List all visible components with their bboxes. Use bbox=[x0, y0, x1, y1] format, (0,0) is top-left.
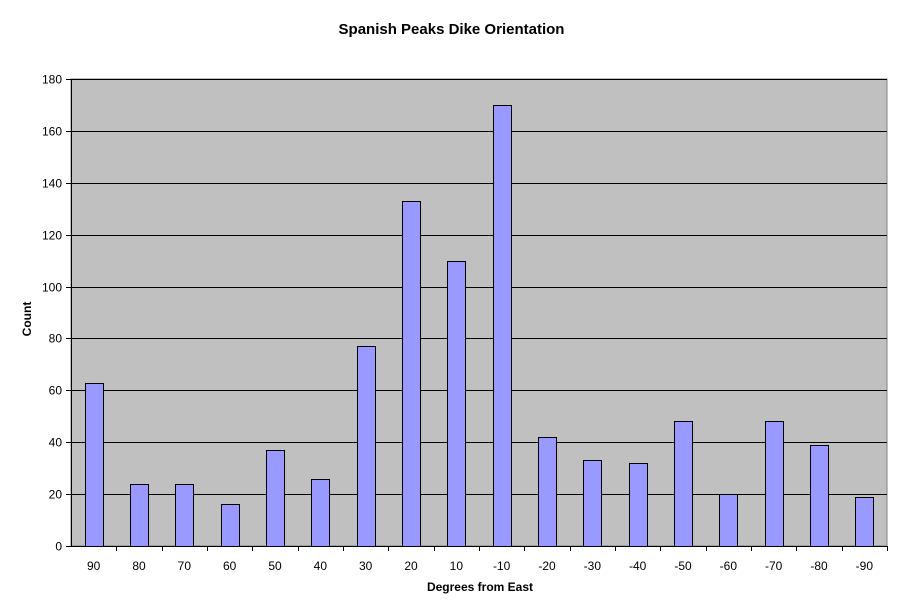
bar bbox=[719, 494, 738, 547]
y-tick-label: 140 bbox=[42, 177, 62, 191]
x-tick-label: -10 bbox=[493, 559, 511, 573]
y-tick-label: 0 bbox=[55, 540, 62, 554]
bar bbox=[538, 437, 557, 547]
bar bbox=[130, 484, 149, 547]
y-tick-label: 80 bbox=[49, 332, 63, 346]
bar bbox=[402, 201, 421, 547]
x-tick-label: -30 bbox=[584, 559, 602, 573]
x-tick-label: -90 bbox=[856, 559, 874, 573]
y-tick-labels: 0 20 40 60 80 100 120 140 160 180 bbox=[42, 73, 62, 554]
x-tick-label: 20 bbox=[404, 559, 418, 573]
x-axis-label: Degrees from East bbox=[426, 580, 534, 594]
bar bbox=[583, 460, 602, 547]
x-tick-label: -40 bbox=[629, 559, 647, 573]
x-tick-label: -80 bbox=[810, 559, 828, 573]
x-tick-labels: 90 80 70 60 50 40 30 20 10 -10 -20 -30 -40 -50 -60 -70 -… bbox=[87, 559, 873, 573]
x-tick-label: 80 bbox=[132, 559, 146, 573]
bar bbox=[221, 504, 240, 547]
x-tick-label: -50 bbox=[674, 559, 692, 573]
x-tick-label: -20 bbox=[538, 559, 556, 573]
x-tick-label: -60 bbox=[720, 559, 738, 573]
bar bbox=[674, 421, 693, 547]
bar bbox=[855, 497, 874, 547]
x-tick-label: 90 bbox=[87, 559, 101, 573]
y-tick-label: 180 bbox=[42, 73, 62, 87]
bar bbox=[266, 450, 285, 547]
y-tick-label: 20 bbox=[49, 488, 63, 502]
x-tick-label: 50 bbox=[268, 559, 282, 573]
y-tick-label: 120 bbox=[42, 229, 62, 243]
bar bbox=[493, 105, 512, 547]
bar bbox=[175, 484, 194, 547]
bar bbox=[311, 479, 330, 547]
bar bbox=[357, 346, 376, 547]
bar bbox=[85, 383, 104, 547]
x-tick-label: 70 bbox=[178, 559, 192, 573]
bars bbox=[85, 105, 874, 547]
plot-area bbox=[70, 78, 888, 547]
axes bbox=[66, 79, 888, 551]
y-axis-label: Count bbox=[20, 301, 34, 337]
bar bbox=[810, 445, 829, 547]
x-tick-label: 10 bbox=[450, 559, 464, 573]
y-tick-label: 60 bbox=[49, 384, 63, 398]
x-tick-label: 40 bbox=[314, 559, 328, 573]
y-tick-label: 100 bbox=[42, 281, 62, 295]
bar bbox=[629, 463, 648, 547]
gridlines bbox=[71, 79, 887, 495]
bar bbox=[447, 261, 466, 547]
chart-title: Spanish Peaks Dike Orientation bbox=[338, 21, 565, 38]
x-tick-label: -70 bbox=[765, 559, 783, 573]
bar bbox=[765, 421, 784, 547]
x-tick-label: 60 bbox=[223, 559, 237, 573]
plot-background bbox=[70, 78, 888, 547]
y-tick-label: 160 bbox=[42, 125, 62, 139]
y-tick-label: 40 bbox=[49, 436, 63, 450]
x-tick-label: 30 bbox=[359, 559, 373, 573]
